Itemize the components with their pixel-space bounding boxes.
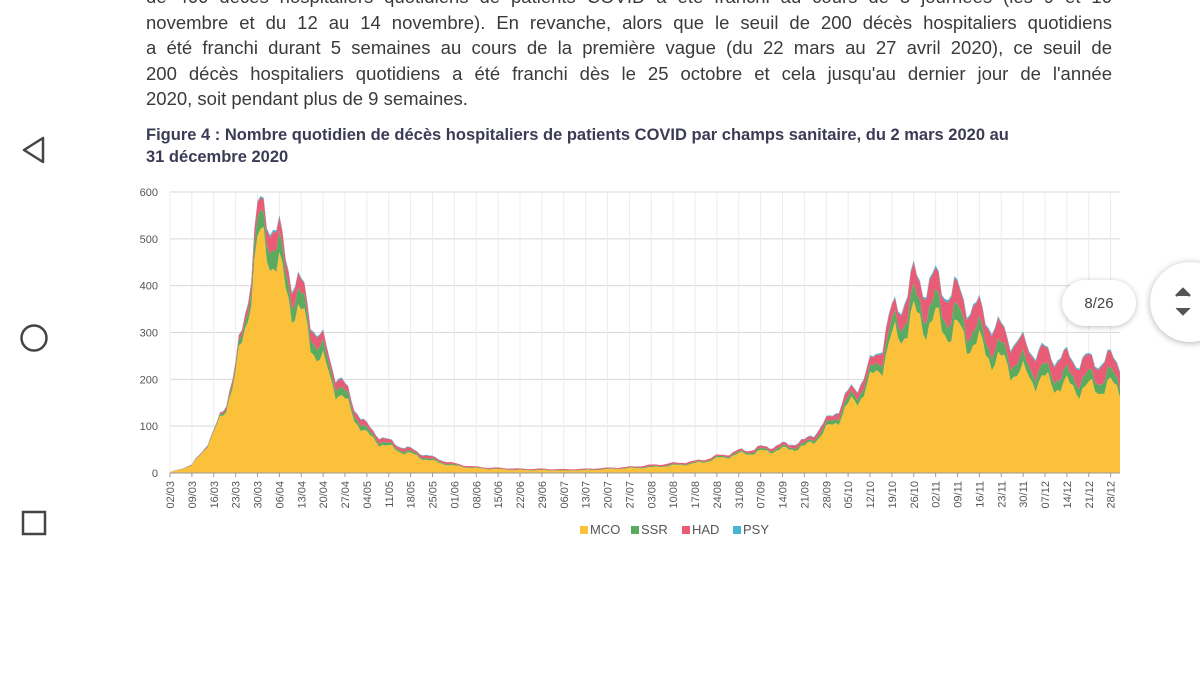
y-tick-label: 200 bbox=[140, 374, 158, 386]
legend-label-mco: MCO bbox=[590, 522, 620, 537]
x-tick-label: 10/08 bbox=[668, 481, 680, 509]
x-tick-label: 30/03 bbox=[253, 481, 265, 509]
x-tick-label: 08/06 bbox=[471, 481, 483, 509]
x-tick-label: 13/07 bbox=[581, 481, 593, 509]
x-tick-label: 09/03 bbox=[187, 481, 199, 509]
stacked-area-chart: 0 100 200 300 400 500 600 02/03 09/03 16/03 23/03 3… bbox=[140, 187, 1120, 537]
figure-title-line: 31 décembre 2020 bbox=[146, 148, 289, 166]
paragraph-line: de 400 décès hospitaliers quotidiens de … bbox=[146, 0, 1112, 10]
paragraph-line: novembre et du 12 au 14 novembre). En re… bbox=[146, 11, 1112, 33]
x-tick-label: 28/12 bbox=[1106, 481, 1118, 509]
x-tick-label: 04/05 bbox=[362, 481, 374, 509]
x-tick-label: 06/04 bbox=[274, 481, 286, 509]
paragraph-line: a été franchi durant 5 semaines au cours… bbox=[146, 37, 1112, 58]
legend-swatch-mco bbox=[580, 526, 588, 534]
scroll-arrows-icon bbox=[1175, 287, 1191, 316]
y-tick-label: 400 bbox=[140, 281, 158, 293]
x-tick-label: 02/11 bbox=[931, 481, 943, 508]
x-tick-label: 03/08 bbox=[646, 481, 658, 509]
x-tick-label: 13/04 bbox=[296, 481, 308, 509]
legend-swatch-had bbox=[682, 526, 690, 534]
recent-apps-icon[interactable] bbox=[14, 503, 54, 543]
y-tick-label: 500 bbox=[140, 234, 158, 246]
x-tick-label: 28/09 bbox=[821, 481, 833, 509]
area-series-had bbox=[170, 197, 1120, 472]
x-tick-label: 24/08 bbox=[712, 481, 724, 509]
x-tick-label: 11/05 bbox=[384, 481, 396, 508]
legend-swatch-ssr bbox=[631, 526, 639, 534]
x-tick-label: 17/08 bbox=[690, 481, 702, 509]
x-tick-label: 21/09 bbox=[799, 481, 811, 509]
x-tick-label: 14/12 bbox=[1062, 481, 1074, 509]
paragraph-line: 2020, soit pendant plus de 9 semaines. bbox=[146, 88, 468, 109]
x-tick-label: 16/11 bbox=[974, 481, 986, 508]
x-tick-label: 20/04 bbox=[318, 481, 330, 509]
x-tick-label: 12/10 bbox=[865, 481, 877, 509]
back-icon[interactable] bbox=[14, 130, 54, 170]
x-tick-label: 02/03 bbox=[165, 481, 177, 509]
area-series-mco bbox=[170, 227, 1120, 473]
x-tick-label: 23/03 bbox=[231, 481, 243, 509]
legend-label-ssr: SSR bbox=[641, 522, 668, 537]
x-tick-label: 23/11 bbox=[996, 481, 1008, 508]
figure-title: Figure 4 : Nombre quotidien de décès hos… bbox=[146, 124, 1112, 168]
x-tick-label: 27/07 bbox=[624, 481, 636, 509]
x-tick-label: 19/10 bbox=[887, 481, 899, 509]
x-tick-label: 22/06 bbox=[515, 481, 527, 509]
paragraph-line: 200 décès hospitaliers quotidiens a été … bbox=[146, 62, 1112, 84]
y-tick-label: 0 bbox=[152, 468, 158, 480]
figure-title-line: Figure 4 : Nombre quotidien de décès hos… bbox=[146, 126, 1009, 144]
x-tick-label: 05/10 bbox=[843, 481, 855, 509]
page-counter: 8/26 bbox=[1062, 280, 1136, 326]
x-tick-label: 16/03 bbox=[209, 481, 221, 509]
navigation-bar bbox=[0, 0, 70, 675]
x-tick-label: 07/09 bbox=[756, 481, 768, 509]
scroll-handle[interactable] bbox=[1150, 262, 1200, 342]
legend-label-had: HAD bbox=[692, 522, 719, 537]
x-tick-label: 30/11 bbox=[1018, 481, 1030, 508]
home-icon[interactable] bbox=[14, 318, 54, 358]
area-series-ssr bbox=[170, 209, 1120, 472]
x-tick-label: 31/08 bbox=[734, 481, 746, 509]
x-tick-label: 26/10 bbox=[909, 481, 921, 509]
x-tick-label: 09/11 bbox=[953, 481, 965, 508]
x-tick-label: 01/06 bbox=[449, 481, 461, 509]
x-tick-label: 27/04 bbox=[340, 481, 352, 509]
x-tick-label: 21/12 bbox=[1084, 481, 1096, 509]
y-tick-label: 600 bbox=[140, 187, 158, 199]
y-tick-label: 100 bbox=[140, 421, 158, 433]
x-tick-label: 14/09 bbox=[778, 481, 790, 509]
x-tick-label: 06/07 bbox=[559, 481, 571, 509]
x-tick-label: 29/06 bbox=[537, 481, 549, 509]
x-tick-label: 15/06 bbox=[493, 481, 505, 509]
x-tick-label: 20/07 bbox=[603, 481, 615, 509]
legend-label-psy: PSY bbox=[743, 522, 769, 537]
body-paragraph: de 400 décès hospitaliers quotidiens de … bbox=[146, 0, 1112, 112]
x-tick-label: 18/05 bbox=[406, 481, 418, 509]
y-tick-label: 300 bbox=[140, 328, 158, 340]
x-tick-label: 07/12 bbox=[1040, 481, 1052, 509]
legend-swatch-psy bbox=[733, 526, 741, 534]
x-tick-label: 25/05 bbox=[428, 481, 440, 509]
